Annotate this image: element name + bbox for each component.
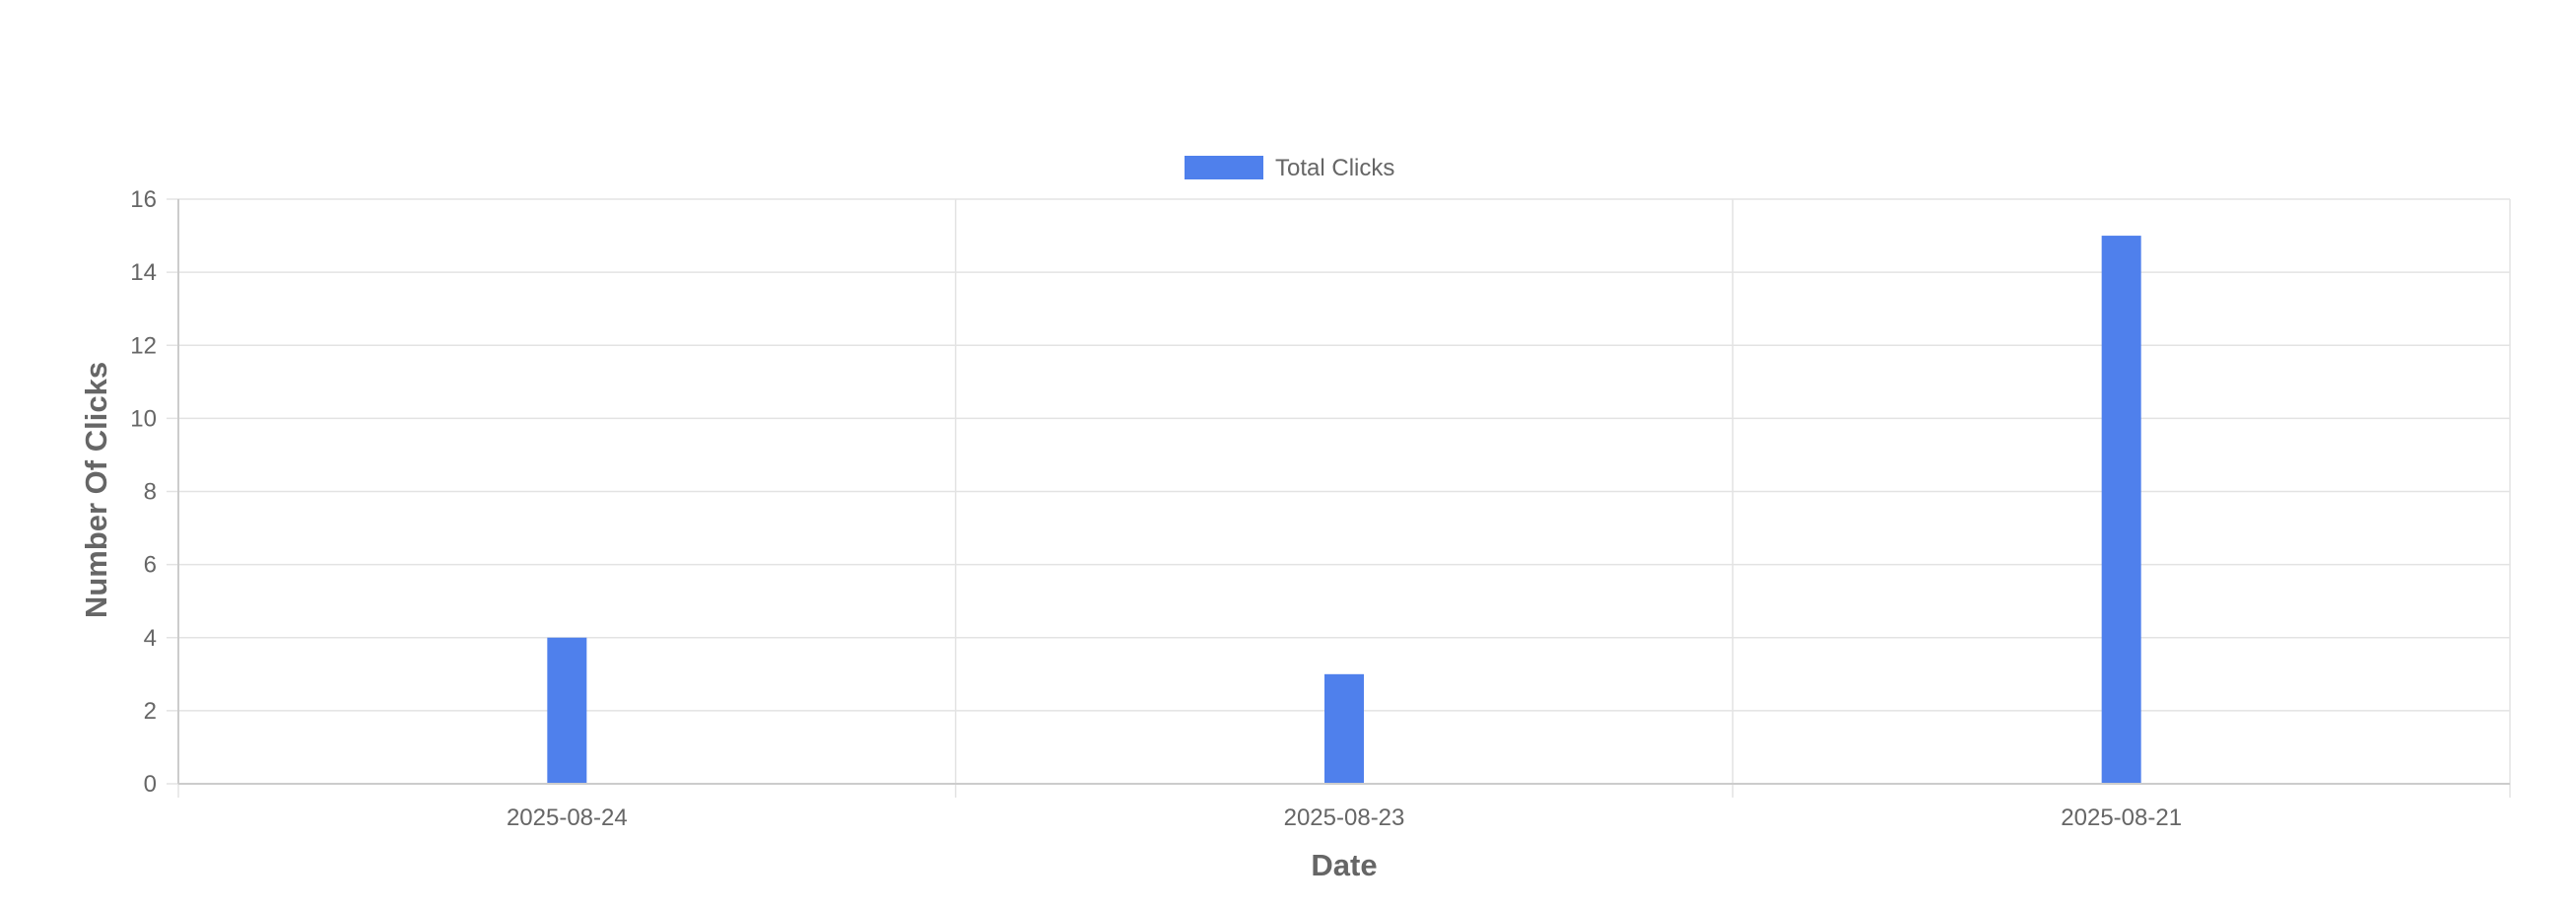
y-tick-label: 6 — [144, 552, 157, 579]
axes — [177, 199, 2510, 785]
y-axis-title: Number Of Clicks — [79, 362, 113, 618]
y-tick-label: 4 — [144, 625, 157, 652]
y-tick-label: 10 — [130, 405, 157, 432]
x-tick-label: 2025-08-21 — [2061, 804, 2182, 831]
bar-2025-08-24[interactable] — [547, 637, 587, 784]
y-tick-label: 0 — [144, 771, 157, 798]
y-axis-tick-labels: 0 2 4 6 8 10 12 14 16 — [130, 186, 157, 798]
x-axis-tick-labels: 2025-08-24 2025-08-23 2025-08-21 — [507, 804, 2182, 831]
legend-swatch-total-clicks[interactable] — [1185, 156, 1263, 179]
y-tick-label: 16 — [130, 186, 157, 213]
y-tick-label: 12 — [130, 332, 157, 359]
x-tick-label: 2025-08-24 — [507, 804, 628, 831]
legend[interactable]: Total Clicks — [1185, 155, 1394, 181]
legend-label-total-clicks[interactable]: Total Clicks — [1275, 155, 1394, 181]
y-tick-label: 8 — [144, 479, 157, 506]
x-tick-label: 2025-08-23 — [1284, 804, 1405, 831]
y-tick-label: 2 — [144, 698, 157, 725]
x-axis-title: Date — [1311, 848, 1377, 882]
bar-series — [547, 236, 2141, 784]
bar-2025-08-21[interactable] — [2101, 236, 2141, 784]
bar-2025-08-23[interactable] — [1324, 673, 1364, 784]
y-tick-label: 14 — [130, 259, 157, 286]
